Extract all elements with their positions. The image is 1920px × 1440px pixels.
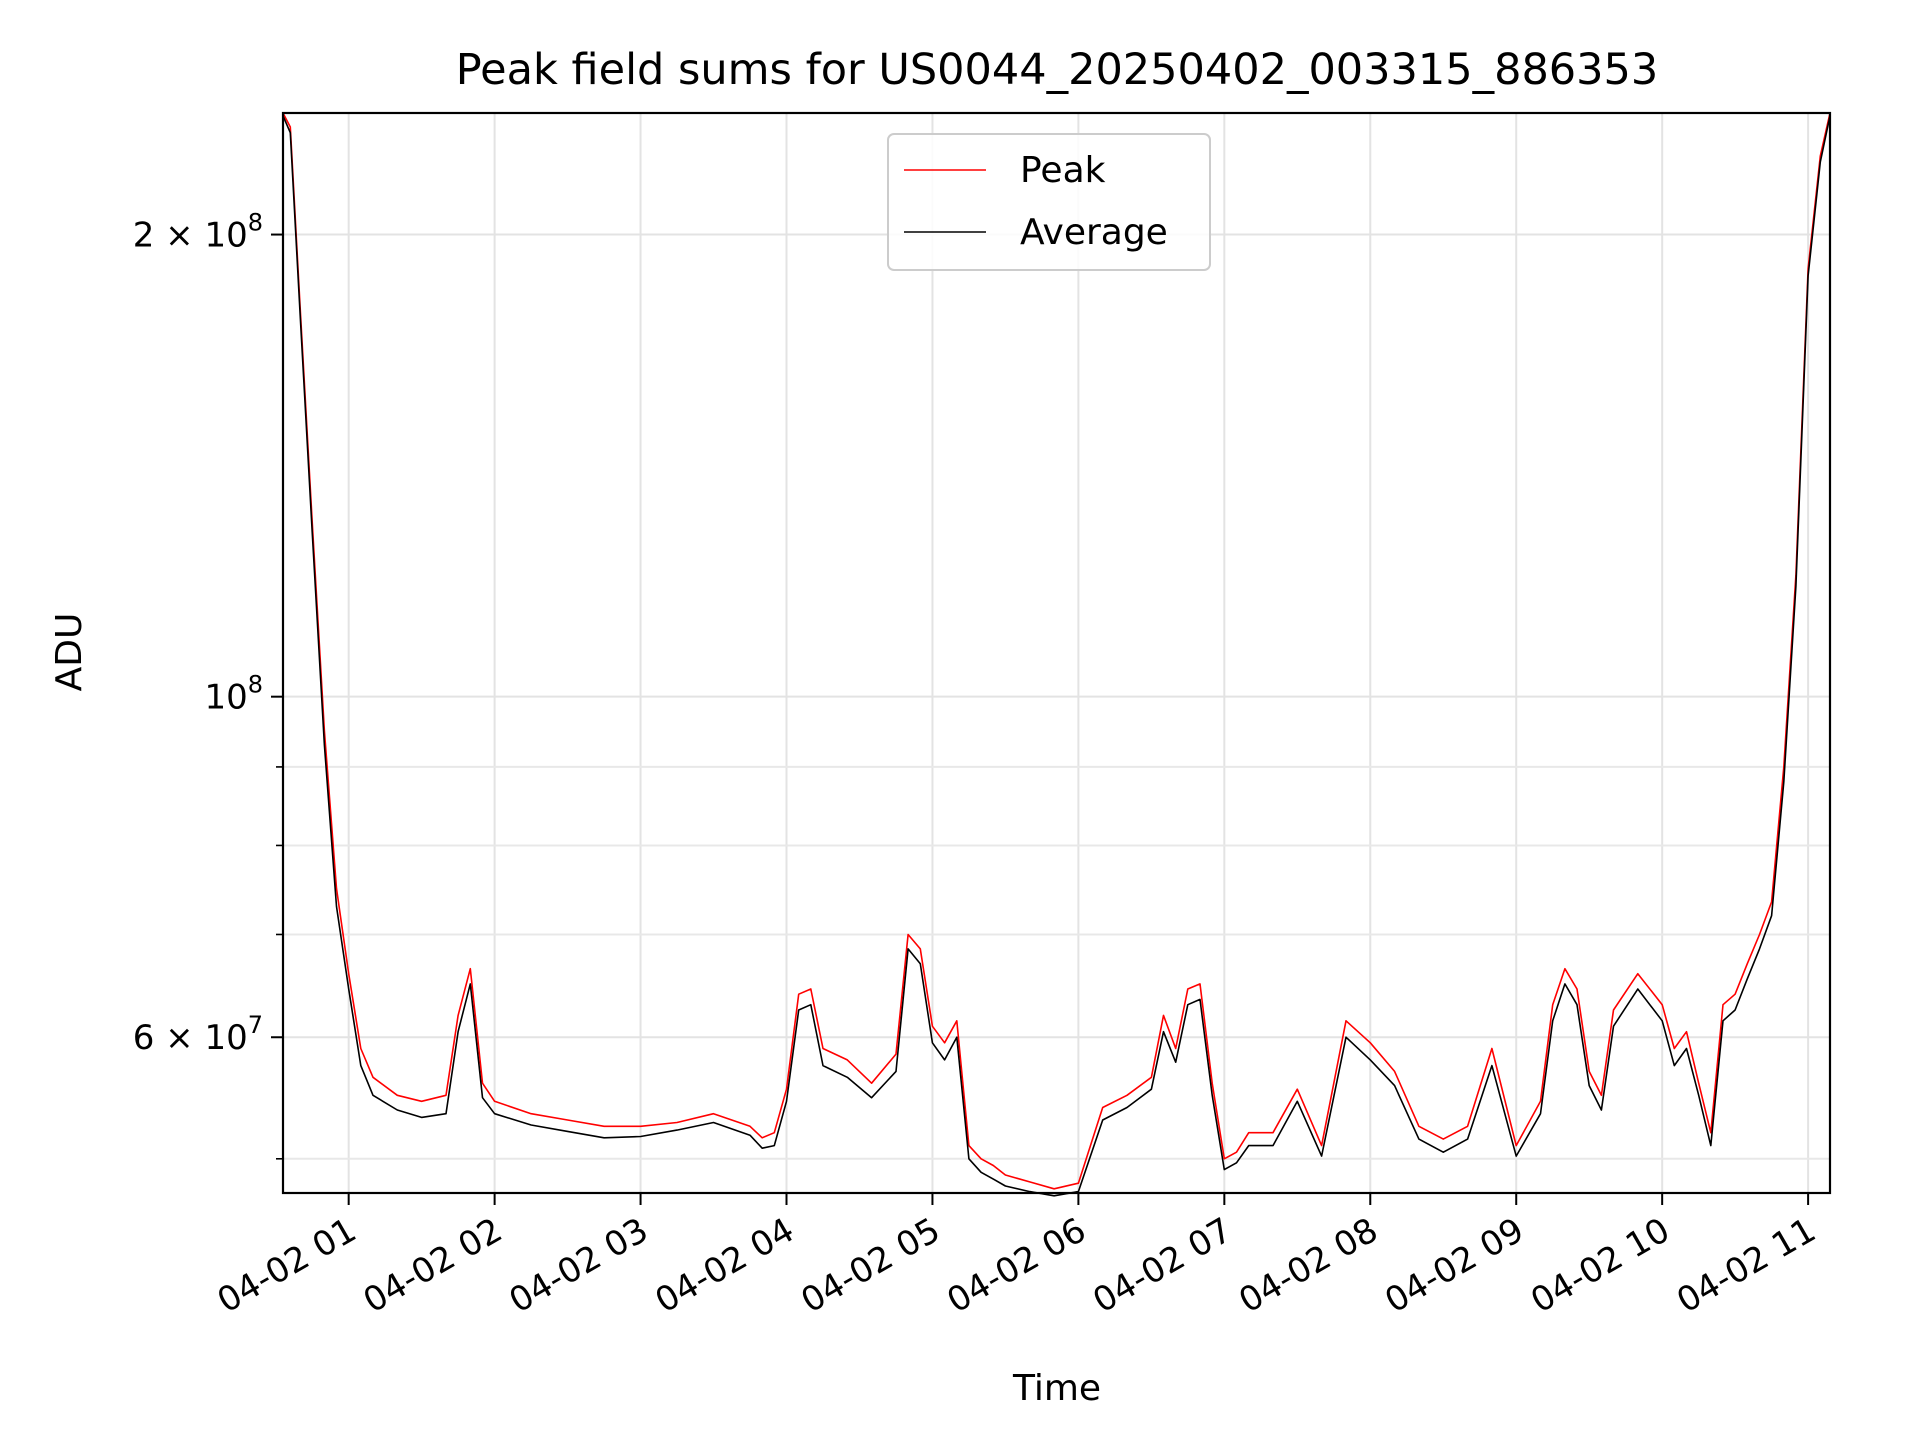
- legend-label-peak: Peak: [1020, 150, 1106, 191]
- legend: Peak Average: [887, 133, 1211, 271]
- average-series-line: [282, 115, 1831, 1197]
- grid: [283, 113, 1830, 1193]
- y-tick-label: 2 × 108: [133, 209, 263, 256]
- legend-box: [887, 133, 1211, 271]
- series-layer: [282, 112, 1831, 1197]
- y-tick-label: 6 × 107: [133, 1011, 263, 1058]
- legend-label-average: Average: [1020, 212, 1168, 253]
- x-axis-label: Time: [1012, 1368, 1101, 1409]
- y-axis-label: ADU: [49, 613, 90, 692]
- plot-frame: [281, 111, 1832, 1195]
- chart-title: Peak field sums for US0044_20250402_0033…: [456, 45, 1659, 95]
- peak-series-line: [282, 112, 1831, 1190]
